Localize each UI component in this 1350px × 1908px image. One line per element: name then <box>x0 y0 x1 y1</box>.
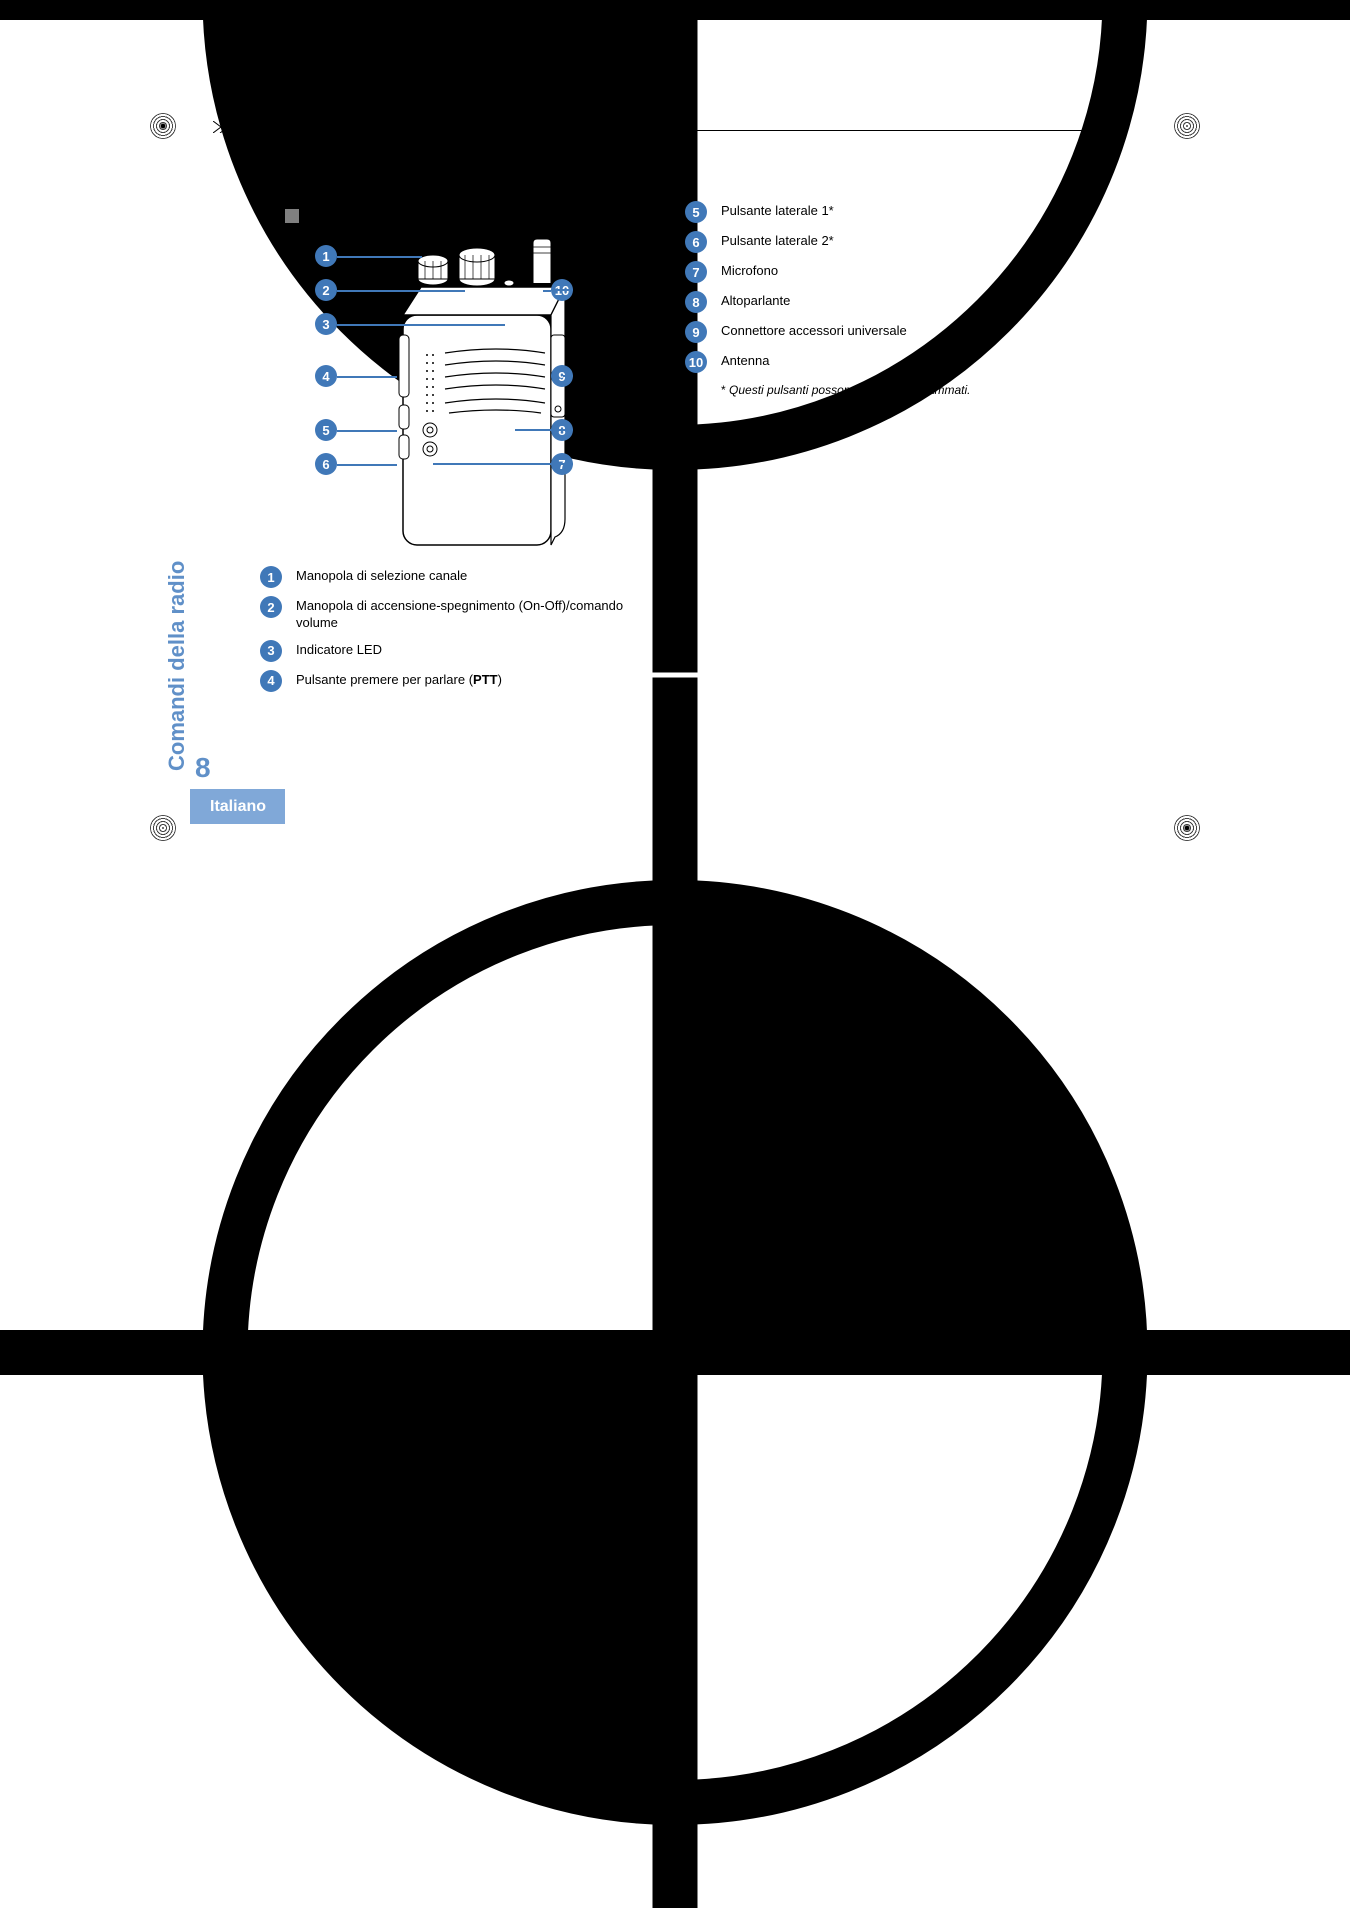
legend-label: Antenna <box>721 353 769 370</box>
sidebar-vertical-label: Comandi della radio <box>164 561 190 771</box>
legend-item: 5 Pulsante laterale 1* <box>685 203 1065 223</box>
legend-label: Pulsante laterale 2* <box>721 233 834 250</box>
legend-num: 4 <box>260 670 282 692</box>
legend-left: 1 Manopola di selezione canale 2 Manopol… <box>260 568 640 702</box>
legend-num: 9 <box>685 321 707 343</box>
legend-right: 5 Pulsante laterale 1* 6 Pulsante latera… <box>685 203 1065 397</box>
legend-num: 8 <box>685 291 707 313</box>
leader-10 <box>543 290 551 292</box>
legend-item: 3 Indicatore LED <box>260 642 640 662</box>
callout-badge-2: 2 <box>315 279 337 301</box>
legend-item: 7 Microfono <box>685 263 1065 283</box>
callout-badge-10: 10 <box>551 279 573 301</box>
page-content: Funzioni di comando <box>190 150 1190 824</box>
legend-label: Pulsante premere per parlare (PTT) <box>296 672 502 689</box>
footnote: * Questi pulsanti possono essere program… <box>721 383 1065 397</box>
section-bullet-icon <box>285 209 299 223</box>
legend-label: Manopola di accensione-spegnimento (On-O… <box>296 598 640 632</box>
legend-num: 7 <box>685 261 707 283</box>
section-title-text: Funzioni di comando <box>311 205 501 227</box>
legend-item: 2 Manopola di accensione-spegnimento (On… <box>260 598 640 632</box>
legend-item: 1 Manopola di selezione canale <box>260 568 640 588</box>
legend-item: 8 Altoparlante <box>685 293 1065 313</box>
callout-badge-6: 6 <box>315 453 337 475</box>
print-crosshair-left-inner <box>0 678 1350 1908</box>
legend-label: Indicatore LED <box>296 642 382 659</box>
legend-num: 3 <box>260 640 282 662</box>
callout-badge-4: 4 <box>315 365 337 387</box>
callout-badge-3: 3 <box>315 313 337 335</box>
legend-label: Microfono <box>721 263 778 280</box>
legend-label: Pulsante laterale 1* <box>721 203 834 220</box>
leader-6 <box>337 464 397 466</box>
callout-badge-1: 1 <box>315 245 337 267</box>
page-number: 8 <box>195 752 211 784</box>
callout-badge-9: 9 <box>551 365 573 387</box>
leader-1 <box>337 256 422 258</box>
section-title: Funzioni di comando <box>285 205 501 227</box>
leader-5 <box>337 430 397 432</box>
legend-num: 2 <box>260 596 282 618</box>
leader-3 <box>337 324 505 326</box>
callout-badge-5: 5 <box>315 419 337 441</box>
callout-badge-7: 7 <box>551 453 573 475</box>
legend-item: 6 Pulsante laterale 2* <box>685 233 1065 253</box>
legend-item: 10 Antenna <box>685 353 1065 373</box>
legend-item: 4 Pulsante premere per parlare (PTT) <box>260 672 640 692</box>
legend-num: 6 <box>685 231 707 253</box>
legend-label: Altoparlante <box>721 293 790 310</box>
leader-4 <box>337 376 397 378</box>
legend-label: Manopola di selezione canale <box>296 568 467 585</box>
sidebar-tab-label: Italiano <box>210 798 266 816</box>
legend-num: 5 <box>685 201 707 223</box>
legend-label: Connettore accessori universale <box>721 323 907 340</box>
legend-num: 10 <box>685 351 707 373</box>
leader-2 <box>337 290 465 292</box>
legend-num: 1 <box>260 566 282 588</box>
legend-item: 9 Connettore accessori universale <box>685 323 1065 343</box>
callout-badge-8: 8 <box>551 419 573 441</box>
